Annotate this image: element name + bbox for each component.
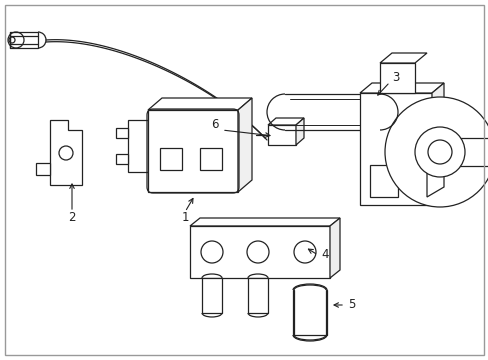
Polygon shape bbox=[451, 138, 488, 166]
Polygon shape bbox=[200, 148, 222, 170]
Polygon shape bbox=[379, 63, 414, 93]
Text: 2: 2 bbox=[68, 211, 76, 224]
Text: 5: 5 bbox=[347, 298, 355, 311]
Circle shape bbox=[427, 140, 451, 164]
Polygon shape bbox=[50, 120, 82, 185]
Polygon shape bbox=[148, 98, 251, 110]
Polygon shape bbox=[329, 218, 339, 278]
Polygon shape bbox=[160, 148, 182, 170]
Polygon shape bbox=[247, 278, 267, 313]
Polygon shape bbox=[426, 140, 443, 197]
Text: 1: 1 bbox=[181, 211, 188, 224]
Polygon shape bbox=[359, 83, 443, 93]
Text: 3: 3 bbox=[391, 71, 399, 84]
Text: 4: 4 bbox=[321, 248, 328, 261]
Circle shape bbox=[293, 241, 315, 263]
Circle shape bbox=[201, 241, 223, 263]
Polygon shape bbox=[267, 118, 304, 125]
Polygon shape bbox=[190, 226, 329, 278]
Polygon shape bbox=[238, 98, 251, 192]
Polygon shape bbox=[295, 118, 304, 145]
Circle shape bbox=[384, 97, 488, 207]
Polygon shape bbox=[10, 32, 38, 48]
Circle shape bbox=[246, 241, 268, 263]
Polygon shape bbox=[379, 53, 426, 63]
Polygon shape bbox=[148, 110, 238, 192]
Polygon shape bbox=[267, 125, 295, 145]
Polygon shape bbox=[202, 278, 222, 313]
Circle shape bbox=[414, 127, 464, 177]
Polygon shape bbox=[36, 163, 50, 175]
Text: 6: 6 bbox=[211, 117, 218, 131]
Polygon shape bbox=[116, 154, 128, 164]
Polygon shape bbox=[116, 128, 128, 138]
Polygon shape bbox=[359, 93, 431, 205]
Polygon shape bbox=[431, 83, 443, 205]
Polygon shape bbox=[128, 120, 148, 172]
Polygon shape bbox=[369, 165, 397, 197]
Polygon shape bbox=[190, 218, 339, 226]
